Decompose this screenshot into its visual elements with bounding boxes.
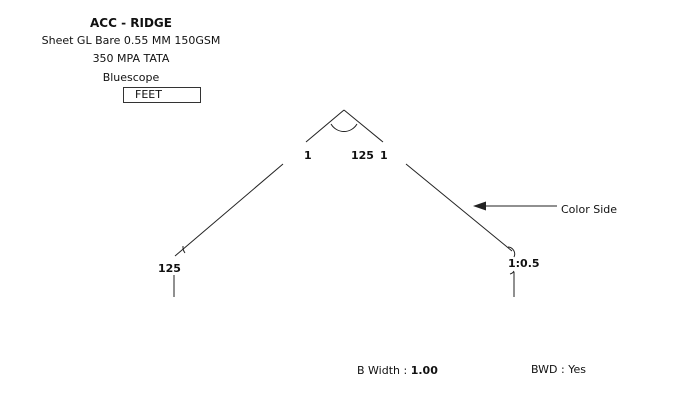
right-leg-line [405, 163, 513, 252]
left-inner-label: 1 [304, 149, 312, 162]
left-hem-arc [182, 245, 186, 254]
material-spec-line-1: Sheet GL Bare 0.55 MM 150GSM 350 MPA TAT… [41, 34, 221, 65]
right-hem-arc-top [507, 246, 516, 258]
unit-box: FEET [123, 87, 201, 103]
drawing-title: ACC - RIDGE [90, 16, 172, 30]
b-width-value: 1.00 [410, 364, 438, 377]
apex-right-edge [343, 109, 384, 143]
color-side-label: Color Side [561, 203, 617, 216]
apex-angle-arc [330, 123, 358, 133]
right-inner-label: 1 [380, 149, 388, 162]
apex-angle-label: 125 [351, 149, 374, 162]
left-leg-label: 125 [158, 262, 181, 275]
apex-left-edge [305, 109, 345, 143]
b-width-label: B Width : [357, 364, 408, 377]
right-leg-label: 1:0.5 [508, 257, 540, 270]
drawing-header: ACC - RIDGE Sheet GL Bare 0.55 MM 150GSM… [30, 16, 232, 87]
left-leg-line [174, 163, 284, 257]
material-spec-line-2: Bluescope [102, 71, 160, 84]
bwd-status: BWD : Yes [531, 363, 586, 376]
unit-label: FEET [135, 88, 162, 101]
color-side-arrowhead [473, 201, 486, 211]
right-hem-arc-bottom [509, 270, 515, 275]
b-width: B Width : 1.00 [357, 364, 438, 378]
